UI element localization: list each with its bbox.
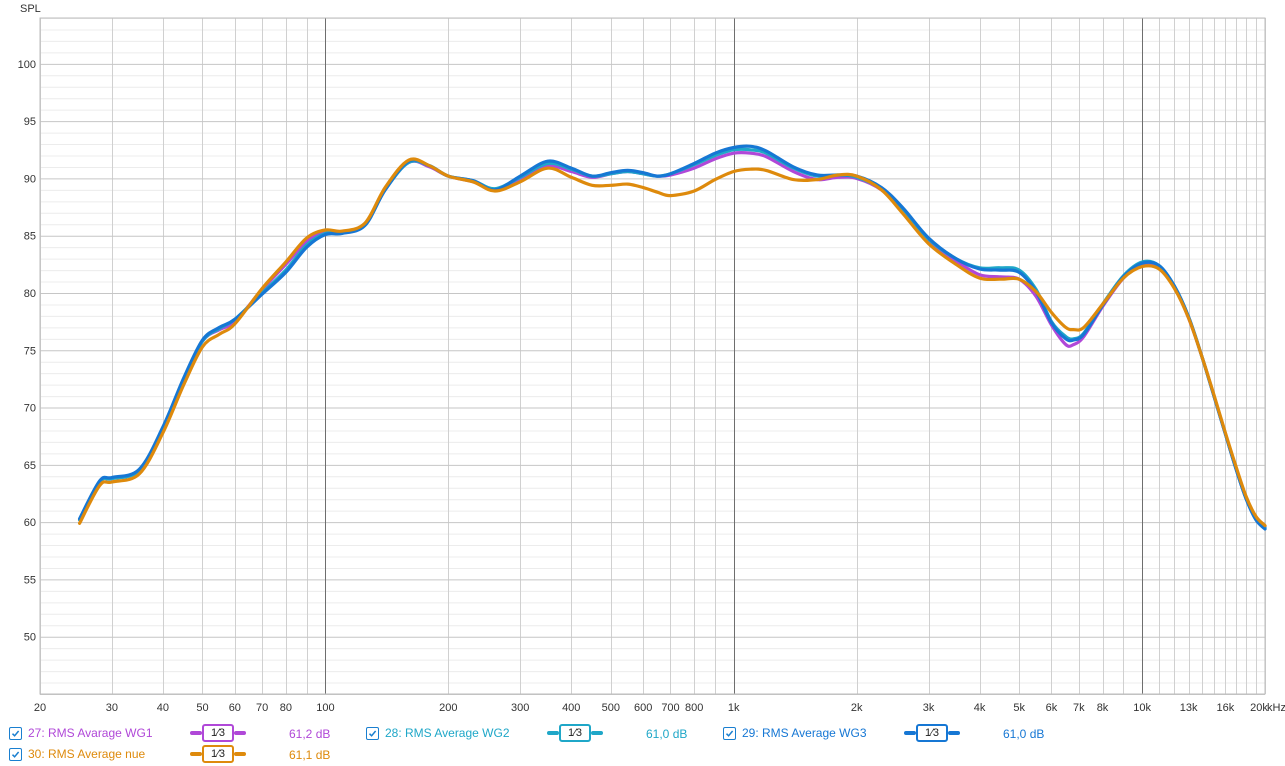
x-tick-label: 500	[602, 702, 620, 714]
series-line-29-rms-average-wg3	[78, 144, 1267, 531]
smoothing-fraction: 1⁄3	[202, 745, 234, 763]
minor-gridlines	[40, 18, 1266, 694]
y-tick-label: 60	[24, 517, 36, 529]
checkbox-checked-icon[interactable]	[366, 726, 379, 740]
y-tick-label: 85	[24, 231, 36, 243]
y-axis-label: SPL	[20, 3, 41, 15]
y-tick-labels: 50 55 60 65 70 75 80 85 90 95 100	[18, 59, 36, 644]
smoothing-badge-wg3[interactable]: 1⁄3	[904, 724, 960, 742]
smoothing-fraction: 1⁄3	[559, 724, 591, 742]
y-tick-label: 65	[24, 460, 36, 472]
y-tick-label: 80	[24, 288, 36, 300]
legend-label: 30: RMS Average nue	[28, 747, 146, 761]
smoothing-badge-nue[interactable]: 1⁄3	[190, 745, 246, 763]
y-tick-label: 95	[24, 116, 36, 128]
legend-item-wg2[interactable]: 28: RMS Average WG2	[366, 723, 510, 743]
x-tick-label: 300	[511, 702, 529, 714]
series-layer	[78, 144, 1267, 531]
x-tick-label: 800	[685, 702, 703, 714]
x-tick-labels: 20 30 40 50 60 70 80 100 200 300 400 500 600 700 800 1k…	[34, 702, 1268, 714]
y-tick-label: 55	[24, 574, 36, 586]
legend-label: 27: RMS Avarage WG1	[28, 726, 153, 740]
legend-level: 61,0 dB	[1003, 727, 1045, 741]
y-tick-label: 70	[24, 403, 36, 415]
x-tick-label: 50	[196, 702, 208, 714]
checkbox-checked-icon[interactable]	[9, 726, 22, 740]
smoothing-fraction: 1⁄3	[916, 724, 948, 742]
x-tick-label: 60	[229, 702, 241, 714]
legend-item-wg3[interactable]: 29: RMS Average WG3	[723, 723, 867, 743]
legend-item-wg1[interactable]: 27: RMS Avarage WG1	[9, 723, 153, 743]
smoothing-badge-wg1[interactable]: 1⁄3	[190, 724, 246, 742]
y-tick-label: 100	[18, 59, 36, 71]
series-line-30-rms-average-nue	[78, 157, 1267, 528]
x-tick-label: 30	[106, 702, 118, 714]
plot-frame	[39, 17, 1266, 695]
legend-level: 61,2 dB	[289, 727, 331, 741]
x-axis-unit: kHz	[1267, 702, 1285, 714]
x-tick-label: 600	[634, 702, 652, 714]
series-line-28-rms-average-wg2	[78, 147, 1267, 530]
smoothing-badge-wg2[interactable]: 1⁄3	[547, 724, 603, 742]
x-tick-label: 40	[157, 702, 169, 714]
x-tick-label: 2k	[851, 702, 863, 714]
x-tick-label: 70	[256, 702, 268, 714]
x-tick-label: 7k	[1073, 702, 1085, 714]
legend-level: 61,1 dB	[289, 748, 331, 762]
y-tick-label: 50	[24, 632, 36, 644]
major-gridlines	[40, 18, 1265, 695]
x-tick-label: 10k	[1133, 702, 1151, 714]
x-tick-label: 5k	[1013, 702, 1025, 714]
x-tick-label: 20	[34, 702, 46, 714]
frequency-response-chart: 50 55 60 65 70 75 80 85 90 95 100 20 30 40 50 60 70 80 10…	[18, 3, 1285, 714]
x-tick-label: 80	[280, 702, 292, 714]
x-tick-label: 100	[316, 702, 334, 714]
legend-label: 28: RMS Average WG2	[385, 726, 510, 740]
legend-label: 29: RMS Average WG3	[742, 726, 867, 740]
x-tick-label: 400	[562, 702, 580, 714]
legend-item-nue[interactable]: 30: RMS Average nue	[9, 744, 145, 764]
y-tick-label: 75	[24, 345, 36, 357]
x-tick-label: 1k	[728, 702, 740, 714]
x-tick-label: 700	[661, 702, 679, 714]
legend-level: 61,0 dB	[646, 727, 688, 741]
x-tick-label: 8k	[1097, 702, 1109, 714]
x-tick-label: 20k	[1250, 702, 1268, 714]
x-tick-label: 6k	[1046, 702, 1058, 714]
x-tick-label: 200	[439, 702, 457, 714]
x-tick-label: 13k	[1180, 702, 1198, 714]
x-tick-label: 3k	[923, 702, 935, 714]
x-tick-label: 16k	[1217, 702, 1235, 714]
y-tick-label: 90	[24, 173, 36, 185]
checkbox-checked-icon[interactable]	[9, 747, 22, 761]
smoothing-fraction: 1⁄3	[202, 724, 234, 742]
checkbox-checked-icon[interactable]	[723, 726, 736, 740]
x-tick-label: 4k	[974, 702, 986, 714]
